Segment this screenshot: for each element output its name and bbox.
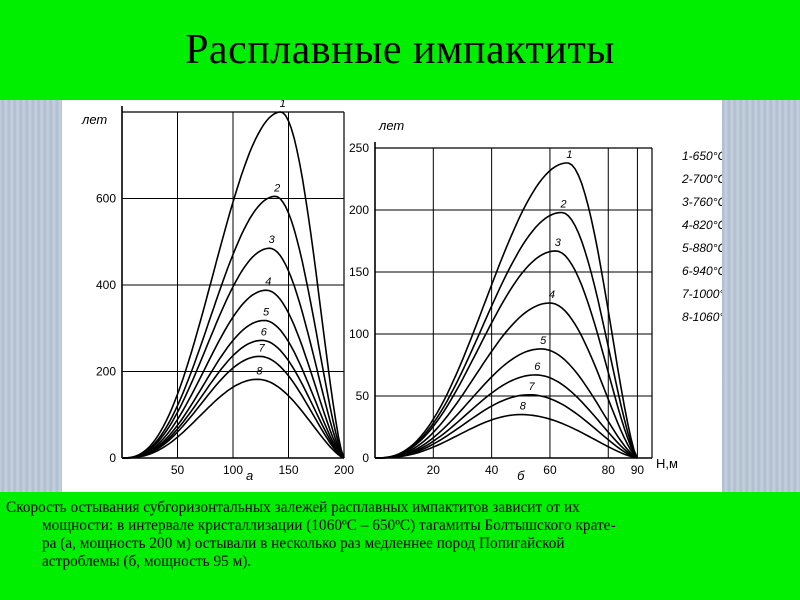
legend-entry: 4-820°C <box>682 218 722 232</box>
y-axis-label: лет <box>81 112 107 127</box>
x-tick-label: 80 <box>602 463 616 477</box>
caption-line-2: мощности: в интервале кристаллизации (10… <box>42 517 616 534</box>
slide-title: Расплавные импактиты <box>185 27 615 73</box>
series-line-6 <box>375 374 638 459</box>
series-line-6 <box>122 339 345 459</box>
x-tick-label: 90 <box>631 463 645 477</box>
series-label-2: 2 <box>273 182 280 194</box>
legend-entry: 5-880°C <box>682 241 722 255</box>
series-line-5 <box>375 348 638 459</box>
x-tick-label: 20 <box>427 463 441 477</box>
legend-entry: 1-650°C <box>682 149 722 163</box>
panel-label: а <box>246 468 253 483</box>
panel-label: б <box>517 468 525 483</box>
y-tick-label: 200 <box>96 365 116 379</box>
series-line-3 <box>375 250 639 459</box>
series-label-1: 1 <box>566 149 572 161</box>
series-label-4: 4 <box>549 289 555 301</box>
y-tick-label: 600 <box>96 192 116 206</box>
caption-box: Скорость остывания субгоризонтальных зал… <box>0 492 800 600</box>
y-tick-label: 150 <box>349 265 369 279</box>
caption: Скорость остывания субгоризонтальных зал… <box>6 499 794 571</box>
x-tick-label: 60 <box>543 463 557 477</box>
series-label-1: 1 <box>280 100 286 110</box>
series-line-5 <box>122 319 345 459</box>
legend-entry: 6-940°C <box>682 264 722 278</box>
series-line-2 <box>375 211 639 459</box>
y-tick-label: 0 <box>362 451 369 465</box>
series-line-1 <box>375 162 639 459</box>
caption-line-3: ра (а, мощность 200 м) остывали в нескол… <box>42 535 565 552</box>
series-line-8 <box>375 413 638 459</box>
legend-entry: 7-1000°C <box>682 287 722 301</box>
y-tick-label: 250 <box>349 141 369 155</box>
title-bar: Расплавные импактиты <box>0 0 800 100</box>
series-line-3 <box>122 247 345 459</box>
series-label-3: 3 <box>555 237 562 249</box>
y-tick-label: 200 <box>349 203 369 217</box>
series-label-8: 8 <box>256 365 263 377</box>
y-tick-label: 100 <box>349 327 369 341</box>
legend-entry: 8-1060°C <box>682 310 722 324</box>
figure-panel: 50 100 150 200 0 200 400 600 лет а 1 2 3 4 5 6 7 8 20 40 60 8… <box>62 98 733 492</box>
y-tick-label: 50 <box>356 389 370 403</box>
series-line-4 <box>122 289 345 459</box>
series-label-3: 3 <box>269 234 276 246</box>
series-line-8 <box>122 378 345 459</box>
series-label-2: 2 <box>560 198 567 210</box>
series-label-4: 4 <box>265 276 271 288</box>
x-tick-label: 100 <box>223 463 243 477</box>
caption-line-1: Скорость остывания субгоризонтальных зал… <box>6 499 580 516</box>
legend-entry: 3-760°C <box>682 195 722 209</box>
series-line-2 <box>122 195 345 459</box>
y-tick-label: 0 <box>109 451 116 465</box>
series-label-6: 6 <box>261 326 268 338</box>
series-label-7: 7 <box>528 381 535 393</box>
series-line-4 <box>375 302 638 459</box>
series-label-7: 7 <box>259 342 266 354</box>
chart-a: 50 100 150 200 0 200 400 600 лет а 1 2 3 4 5 6 7 8 <box>81 98 354 483</box>
legend-entry: 2-700°C <box>681 172 722 186</box>
x-tick-label: 200 <box>334 463 354 477</box>
series-line-1 <box>122 111 345 459</box>
y-tick-label: 400 <box>96 278 116 292</box>
series-label-5: 5 <box>263 306 270 318</box>
x-tick-label: 150 <box>278 463 298 477</box>
series-label-5: 5 <box>540 335 547 347</box>
x-tick-label: 50 <box>171 463 185 477</box>
series-label-8: 8 <box>520 401 527 413</box>
legend: 1-650°C 2-700°C 3-760°C 4-820°C 5-880°C 6-940… <box>681 149 733 324</box>
x-axis-label: Н,м <box>656 456 678 471</box>
series-label-6: 6 <box>534 361 541 373</box>
caption-line-4: астроблемы (б, мощность 95 м). <box>42 553 252 570</box>
chart-b: 20 40 60 80 90050100150200250летН,мб12345678… <box>349 118 733 483</box>
y-axis-label: лет <box>378 118 404 133</box>
x-tick-label: 40 <box>485 463 499 477</box>
series-line-7 <box>375 393 638 459</box>
series-line-7 <box>122 355 345 459</box>
